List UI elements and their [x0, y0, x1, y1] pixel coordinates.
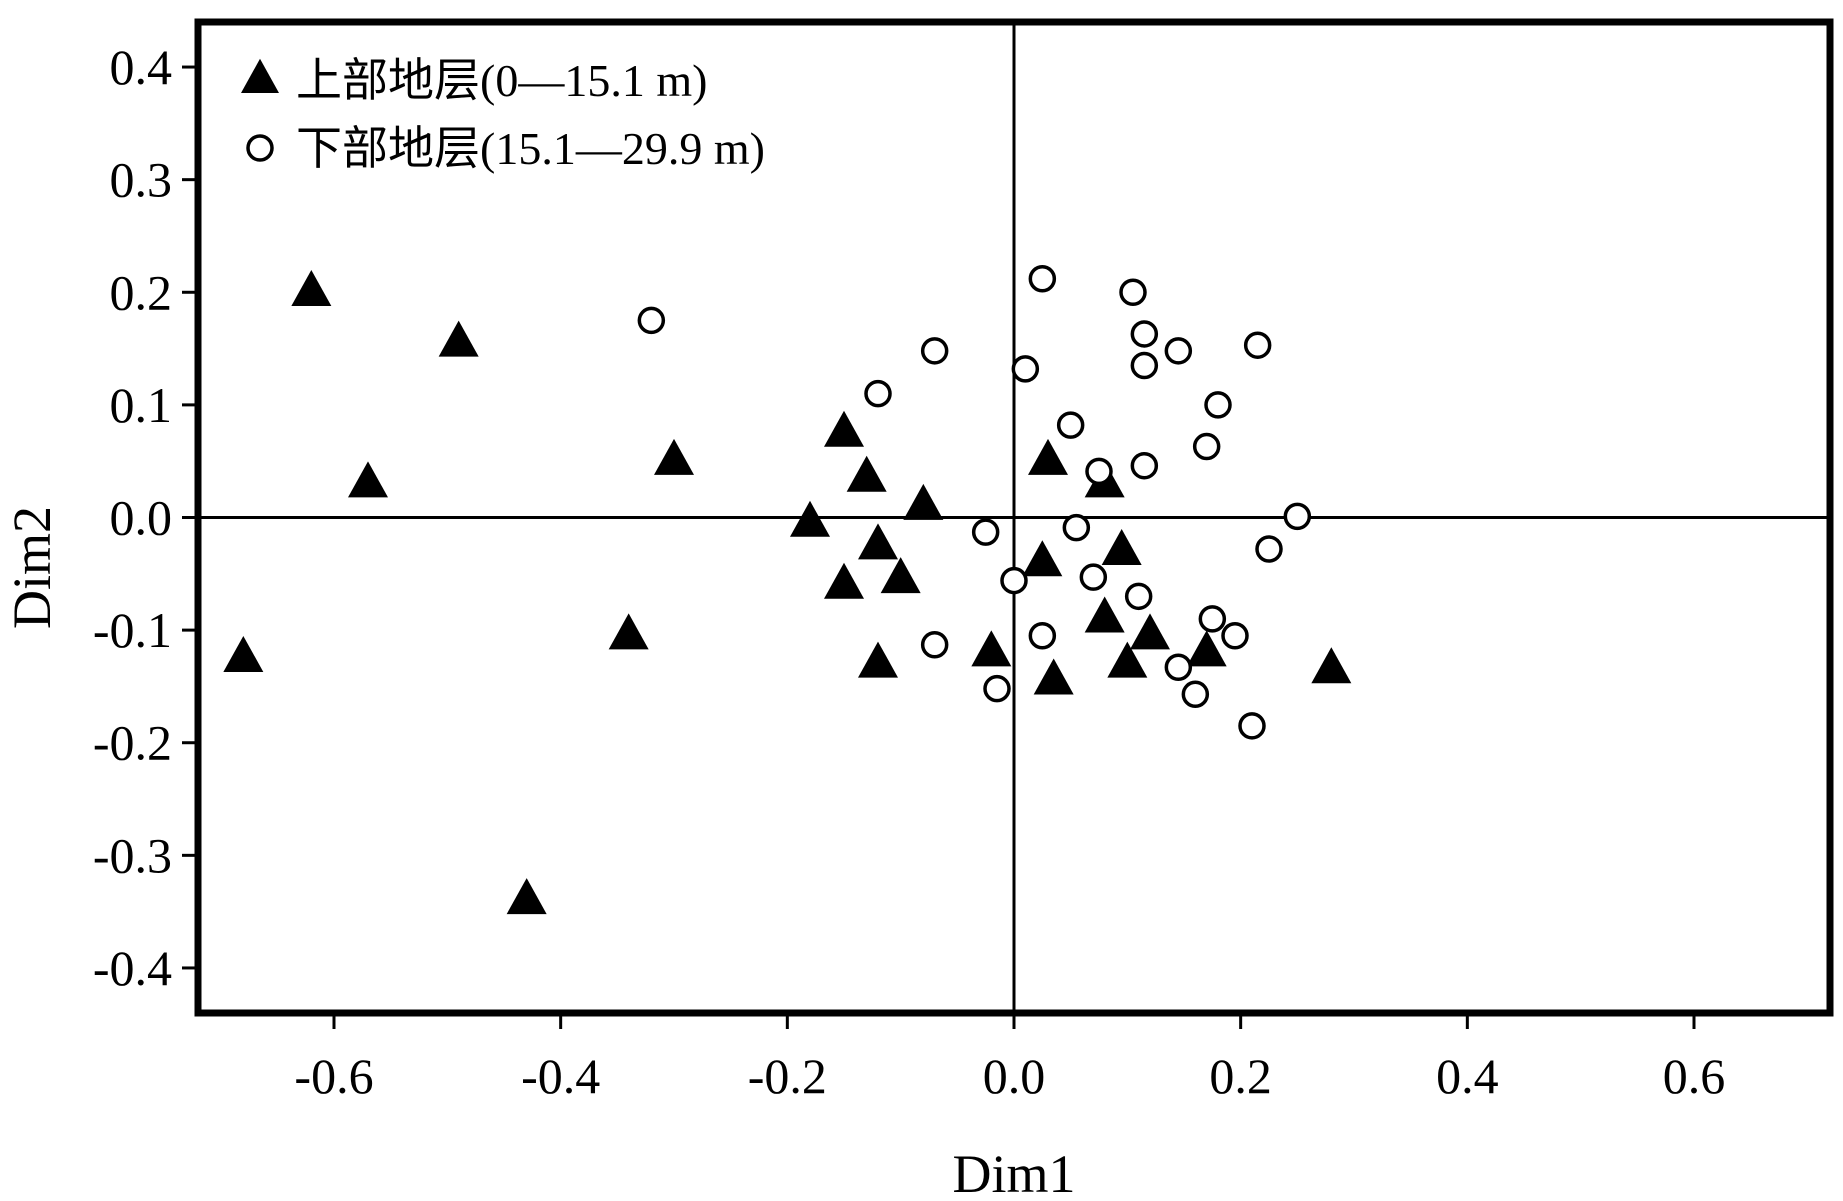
triangle-point [1084, 596, 1125, 633]
triangle-point [880, 557, 921, 594]
triangle-point [608, 613, 649, 650]
circle-point [971, 518, 1000, 546]
circle-point [1028, 621, 1057, 650]
circle-point [1283, 502, 1312, 531]
circle-point [1243, 331, 1272, 359]
circle-point [864, 379, 892, 408]
triangle-point [846, 455, 887, 492]
triangle-point [858, 523, 898, 560]
triangle-point [1186, 630, 1227, 667]
circle-point [1181, 680, 1210, 709]
triangle-point [654, 438, 694, 475]
x-axis-title: Dim1 [952, 1144, 1075, 1201]
y-tick-label: 0.4 [110, 39, 173, 95]
triangle-point [348, 461, 388, 498]
data-points [223, 265, 1352, 915]
x-tick-label: -0.2 [748, 1048, 827, 1104]
circle-point [1130, 351, 1159, 380]
legend-circle-icon [246, 134, 274, 162]
y-tick-label: -0.3 [93, 827, 172, 883]
circle-point [1000, 566, 1028, 595]
triangle-point [1033, 658, 1074, 695]
x-tick-label: 0.0 [983, 1048, 1046, 1104]
legend: 上部地层(0—15.1 m) 下部地层(15.1—29.9 m) [241, 55, 765, 174]
triangle-point [291, 269, 332, 306]
y-tick-label: 0.1 [110, 377, 173, 433]
circle-point [1028, 265, 1057, 293]
circle-point [1164, 653, 1193, 682]
x-tick-label: 0.2 [1209, 1048, 1272, 1104]
triangle-point [858, 641, 898, 678]
triangle-point [1028, 438, 1068, 475]
circle-point [1085, 457, 1113, 486]
legend-triangle-icon [241, 58, 279, 93]
x-tick-label: -0.4 [521, 1048, 600, 1104]
triangle-point [790, 500, 830, 537]
y-tick-label: -0.1 [93, 602, 172, 658]
circle-point [1192, 432, 1221, 461]
circle-point [1011, 355, 1040, 383]
triangle-point [438, 320, 479, 357]
circle-point [1056, 411, 1085, 439]
triangle-point [971, 630, 1012, 667]
triangle-point [1101, 528, 1142, 565]
triangle-point [223, 635, 264, 672]
axes: -0.6 -0.4 -0.2 0.0 0.2 0.4 0.6 0.4 0.3 0.2 0.1 0.0 -… [2, 18, 1834, 1201]
x-tick-label: -0.6 [294, 1048, 373, 1104]
circle-point [1130, 451, 1159, 480]
circle-point [1164, 337, 1193, 365]
circle-point [1130, 320, 1159, 348]
circle-point [1119, 278, 1147, 307]
x-tick-label: 0.6 [1663, 1048, 1726, 1104]
triangle-point [1022, 540, 1063, 577]
circle-point [1198, 605, 1227, 633]
circle-point [1062, 513, 1091, 542]
triangle-point [1311, 647, 1352, 684]
circle-point [920, 631, 949, 659]
x-tick-label: 0.4 [1436, 1048, 1499, 1104]
triangle-point [1107, 641, 1148, 678]
circle-point [1204, 391, 1232, 419]
legend-label: 下部地层(15.1—29.9 m) [296, 123, 765, 174]
circle-point [1221, 621, 1249, 650]
circle-point [637, 306, 666, 335]
y-tick-label: 0.2 [110, 264, 173, 320]
y-axis-title: Dim2 [2, 506, 62, 629]
circle-point [1124, 582, 1153, 611]
circle-point [920, 337, 949, 365]
triangle-point [824, 562, 864, 599]
triangle-point [903, 483, 944, 520]
y-tick-label: -0.2 [93, 715, 172, 771]
circle-point [1255, 535, 1283, 563]
triangle-point [506, 878, 547, 915]
circle-point [1238, 712, 1266, 740]
legend-label: 上部地层(0—15.1 m) [296, 55, 707, 106]
y-tick-label: -0.4 [93, 940, 172, 996]
triangle-point [824, 410, 864, 447]
circle-point [983, 674, 1011, 703]
triangle-point [1130, 613, 1170, 650]
y-tick-label: 0.3 [110, 152, 173, 208]
circle-point [1079, 563, 1108, 591]
y-tick-label: 0.0 [110, 490, 173, 546]
